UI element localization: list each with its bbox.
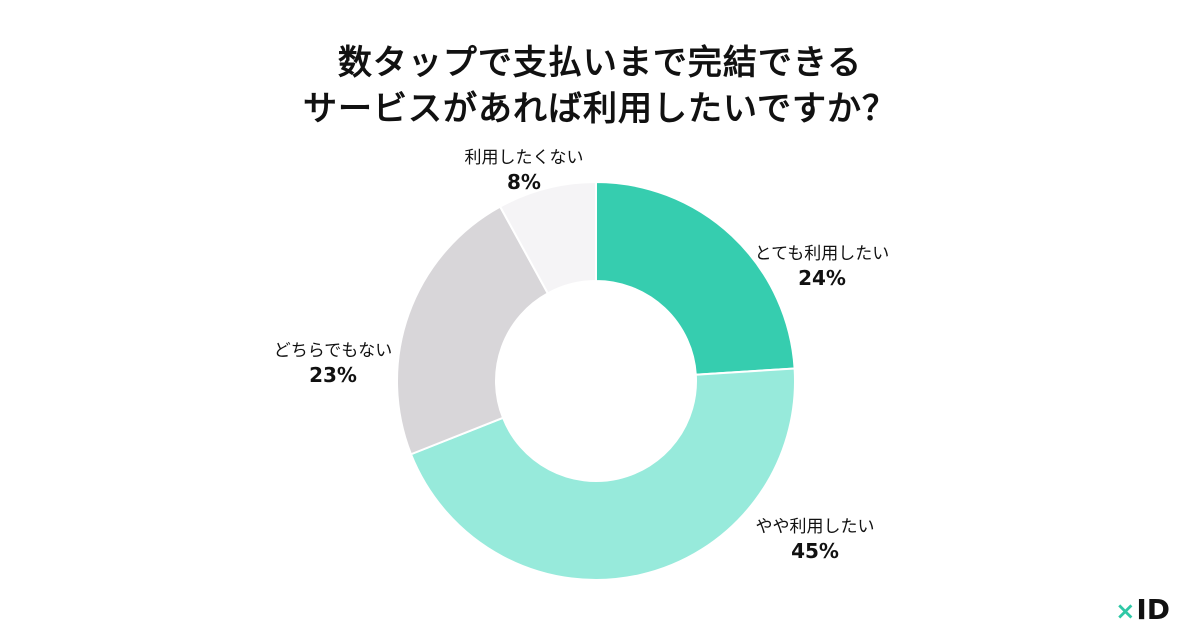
- slice-label-2-name: どちらでもない: [273, 341, 393, 361]
- slice-label-2-value: 23%: [309, 363, 357, 387]
- slice-label-2: どちらでもない 23%: [223, 340, 443, 388]
- slice-label-1-value: 45%: [791, 539, 839, 563]
- slice-label-1-name: やや利用したい: [755, 517, 875, 537]
- chart-title-line2: サービスがあれば利用したいですか？: [303, 89, 897, 129]
- donut-slice-0: [595, 180, 796, 376]
- logo-mark: ×: [1115, 597, 1136, 625]
- slice-label-0: とても利用したい 24%: [712, 243, 932, 291]
- slice-label-0-name: とても利用したい: [754, 244, 890, 264]
- donut-slice-2: [396, 205, 550, 456]
- chart-title: 数タップで支払いまで完結できる サービスがあれば利用したいですか？: [0, 40, 1200, 132]
- donut-slice-3: [498, 180, 597, 295]
- slice-label-1: やや利用したい 45%: [705, 516, 925, 564]
- slice-label-3: 利用したくない 8%: [414, 147, 634, 195]
- brand-logo: ×ID: [1115, 593, 1170, 626]
- slice-label-0-value: 24%: [798, 266, 846, 290]
- slice-label-3-name: 利用したくない: [464, 148, 584, 168]
- chart-title-line1: 数タップで支払いまで完結できる: [337, 43, 863, 83]
- slice-label-3-value: 8%: [507, 170, 541, 194]
- logo-text: ID: [1136, 593, 1170, 626]
- donut-slice-1: [409, 367, 796, 581]
